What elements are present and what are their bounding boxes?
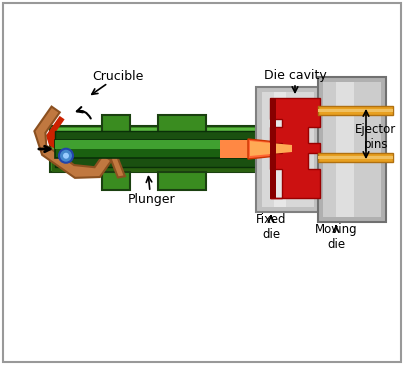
Bar: [318, 106, 393, 115]
Bar: [318, 156, 393, 159]
Polygon shape: [270, 98, 276, 198]
Bar: [52, 162, 270, 172]
Bar: [220, 140, 255, 158]
Bar: [55, 131, 270, 167]
Polygon shape: [270, 98, 320, 198]
Bar: [55, 140, 255, 149]
Bar: [102, 172, 130, 190]
Text: Moving
die: Moving die: [315, 223, 357, 251]
Bar: [158, 115, 206, 133]
Bar: [318, 109, 393, 112]
Bar: [262, 92, 314, 207]
Bar: [256, 87, 320, 212]
Text: Fixed
die: Fixed die: [256, 213, 286, 241]
Polygon shape: [248, 139, 296, 159]
Text: Die cavity: Die cavity: [264, 69, 326, 81]
Polygon shape: [109, 143, 125, 177]
Text: Plunger: Plunger: [128, 193, 176, 207]
Text: Crucible: Crucible: [92, 70, 144, 84]
Bar: [52, 128, 270, 152]
Bar: [336, 82, 354, 217]
Polygon shape: [34, 107, 112, 178]
Bar: [323, 82, 381, 217]
Text: Ejector
pins: Ejector pins: [356, 123, 397, 151]
Polygon shape: [46, 116, 100, 168]
Circle shape: [63, 153, 69, 159]
Bar: [50, 126, 272, 172]
Circle shape: [59, 149, 73, 163]
Bar: [318, 77, 386, 222]
Bar: [274, 92, 286, 207]
Bar: [318, 153, 393, 162]
Polygon shape: [250, 141, 292, 156]
Bar: [102, 115, 130, 133]
Bar: [158, 172, 206, 190]
Bar: [55, 140, 255, 158]
